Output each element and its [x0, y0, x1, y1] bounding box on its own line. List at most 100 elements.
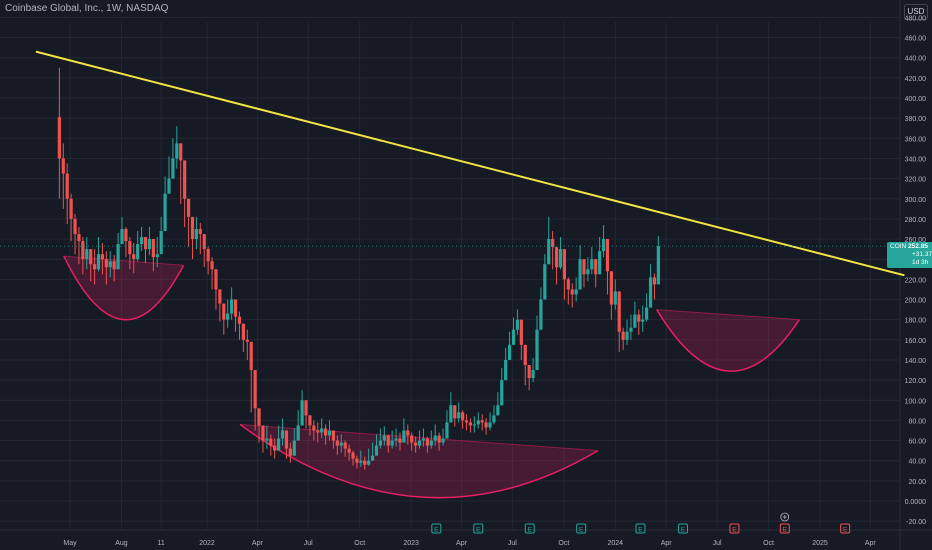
candle-body [218, 289, 222, 304]
candle-body [531, 370, 535, 379]
candle-body [445, 422, 449, 439]
candle-body [292, 440, 296, 456]
candle-body [136, 244, 140, 260]
candle-body [359, 460, 363, 463]
y-tick-label: 340.00 [905, 156, 927, 163]
candle-body [656, 246, 660, 285]
price-badge-timer: 1d 3h [912, 259, 929, 266]
candle-body [249, 341, 253, 371]
candle-body [523, 344, 527, 365]
earnings-marker: E [473, 523, 484, 534]
y-tick-label: 0.0000 [905, 499, 927, 506]
earnings-marker: E [677, 523, 688, 534]
candle-body [417, 440, 422, 446]
candle-body [143, 237, 148, 250]
candle-body [382, 435, 386, 441]
x-tick-label: Apr [865, 540, 877, 547]
candle-body [108, 261, 112, 268]
candle-body [253, 370, 257, 409]
candle-body [402, 430, 406, 443]
candle-body [637, 314, 641, 322]
candle-body [547, 239, 551, 265]
earnings-marker-label: E [843, 527, 848, 534]
candle-body [414, 442, 418, 446]
candle-body [226, 313, 230, 320]
candle-body [77, 234, 81, 242]
candle-body [476, 420, 480, 425]
candle-body [241, 323, 245, 340]
candle-body [151, 239, 155, 258]
earnings-marker-label: E [528, 527, 533, 534]
candle-body [609, 271, 613, 305]
candle-body [222, 303, 226, 320]
candle-body [175, 143, 179, 159]
earnings-marker: E [431, 523, 442, 534]
candle-body [457, 412, 461, 419]
candle-body [394, 438, 398, 441]
candle-body [480, 420, 484, 423]
candle-body [378, 440, 383, 446]
candle-body [511, 329, 516, 345]
candle-body [280, 430, 285, 439]
candle-body [179, 143, 183, 161]
candle-body [273, 445, 277, 451]
y-tick-label: 60.00 [908, 439, 926, 446]
x-tick-label: Jul [304, 540, 313, 547]
candle-body [398, 438, 402, 443]
candle-body [237, 316, 242, 324]
candle-body [269, 438, 273, 446]
candle-body [61, 158, 65, 174]
candle-body [582, 259, 586, 275]
candle-body [645, 307, 649, 320]
candle-body [128, 241, 132, 255]
x-tick-label: 2024 [608, 540, 624, 547]
candle-body [370, 455, 375, 461]
candle-body [132, 254, 136, 260]
y-tick-label: 300.00 [905, 197, 927, 204]
candle-body [570, 289, 574, 295]
candle-body [374, 445, 379, 456]
candle-body [312, 425, 316, 431]
candle-body [617, 291, 621, 332]
candle-body [386, 435, 390, 446]
cup-pattern-fill [63, 256, 184, 320]
cup-pattern-curve [239, 423, 599, 499]
candle-body [343, 442, 347, 449]
candle-body [261, 425, 265, 441]
candle-body [210, 261, 214, 270]
candle-body [183, 160, 187, 199]
cup-pattern-fill [656, 309, 800, 372]
candle-body [488, 422, 492, 428]
candle-body [613, 291, 617, 305]
candle-body [96, 254, 101, 270]
candle-body [406, 430, 410, 436]
candle-body [535, 329, 539, 371]
candle-body [155, 254, 159, 258]
candle-body [566, 279, 570, 290]
y-tick-label: 460.00 [905, 36, 927, 43]
earnings-marker-label: E [579, 527, 584, 534]
candle-body [331, 430, 336, 441]
candle-body [214, 269, 218, 290]
candle-body [323, 428, 328, 436]
x-tick-label: 2025 [812, 540, 828, 547]
candle-body [167, 178, 171, 194]
candle-body [163, 193, 167, 231]
candle-body [641, 319, 645, 322]
candle-body [625, 331, 629, 340]
candle-body [147, 239, 152, 250]
x-tick-label: Jul [713, 540, 722, 547]
candle-body [112, 261, 116, 270]
y-tick-label: 260.00 [905, 237, 927, 244]
y-tick-label: 100.00 [905, 398, 927, 405]
candle-body [159, 230, 163, 255]
y-tick-label: 480.00 [905, 15, 927, 22]
earnings-marker: E [635, 523, 646, 534]
y-tick-label: 200.00 [905, 298, 927, 305]
candle-body [85, 249, 89, 260]
candle-body [304, 400, 308, 416]
price-badge-symbol-label: COIN [890, 243, 907, 250]
candle-body [425, 438, 429, 446]
currency-button[interactable]: USD [904, 4, 928, 20]
